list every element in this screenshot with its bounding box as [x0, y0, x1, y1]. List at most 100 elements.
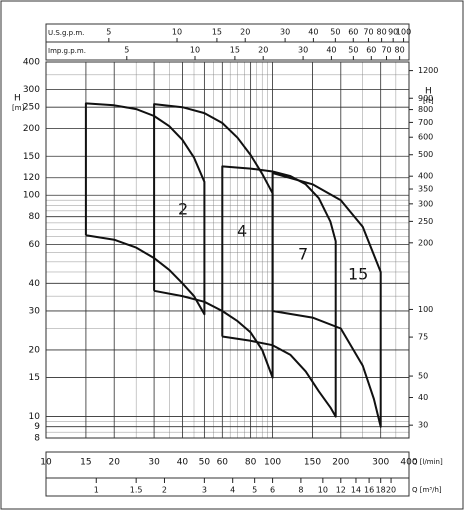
tick-label: 5 — [252, 486, 257, 495]
x-tick-label: 50 — [199, 458, 211, 468]
y2-label: H — [425, 87, 432, 97]
tick-label: 4 — [230, 486, 235, 495]
y-unit: [m] — [12, 104, 25, 112]
curve-label: 4 — [237, 222, 247, 241]
y-tick-label: 10 — [29, 412, 41, 422]
tick-label: 50 — [330, 28, 340, 37]
tick-label: 16 — [364, 486, 374, 495]
curve-label: 15 — [348, 265, 368, 284]
y2-tick-label: 50 — [418, 372, 428, 381]
y2-tick-label: 75 — [418, 333, 428, 342]
tick-label: 80 — [395, 46, 405, 55]
pump-curve — [221, 165, 337, 418]
y-label: H — [14, 94, 21, 104]
y-tick-label: 40 — [29, 279, 41, 289]
pump-curve — [153, 103, 274, 379]
tick-label: 20 — [386, 486, 396, 495]
tick-label: 2 — [162, 486, 167, 495]
y2-tick-label: 300 — [418, 199, 433, 208]
x-tick-label: 200 — [332, 458, 349, 468]
y-tick-label: 150 — [23, 152, 40, 162]
tick-label: 3 — [202, 486, 207, 495]
plot-area — [45, 61, 410, 439]
curve-label: 2 — [178, 200, 188, 219]
x-tick-label: 100 — [264, 458, 281, 468]
tick-label: 30 — [280, 28, 290, 37]
x-tick-label: 80 — [245, 458, 257, 468]
y-tick-label: 100 — [23, 191, 40, 201]
tick-label: 60 — [366, 46, 376, 55]
y2-unit: [ft] — [423, 97, 434, 105]
x-tick-label: 20 — [108, 458, 120, 468]
tick-label: 70 — [363, 28, 373, 37]
y-tick-label: 80 — [29, 212, 41, 222]
y-tick-label: 300 — [23, 85, 40, 95]
tick-label: 14 — [351, 486, 361, 495]
top-axis-2-label: Imp.g.p.m. — [48, 47, 86, 55]
x-tick-label: 150 — [304, 458, 321, 468]
x-tick-label: 10 — [40, 458, 52, 468]
tick-label: 70 — [381, 46, 391, 55]
y-tick-label: 20 — [29, 345, 41, 355]
y2-tick-label: 600 — [418, 133, 433, 142]
y-tick-label: 60 — [29, 240, 41, 250]
bottom-axis-box — [45, 451, 410, 497]
tick-label: 100 — [396, 28, 411, 37]
tick-label: 5 — [106, 28, 111, 37]
x-tick-label: 60 — [217, 458, 229, 468]
y2-tick-label: 1200 — [418, 66, 438, 75]
y2-tick-label: 900 — [418, 94, 433, 103]
x-tick-label: 30 — [148, 458, 160, 468]
y2-tick-label: 500 — [418, 150, 433, 159]
x-tick-label: 15 — [80, 458, 91, 468]
tick-label: 80 — [377, 28, 387, 37]
tick-label: 12 — [336, 486, 346, 495]
y-tick-label: 8 — [34, 434, 40, 444]
y2-tick-label: 800 — [418, 105, 433, 114]
y2-tick-label: 250 — [418, 217, 433, 226]
x2-label: Q [m³/h] — [412, 486, 442, 494]
tick-label: 40 — [326, 46, 336, 55]
tick-label: 10 — [172, 28, 182, 37]
top-axis-1-label: U.S.g.p.m. — [48, 29, 84, 37]
tick-label: 10 — [190, 46, 200, 55]
pump-curve — [271, 172, 382, 428]
tick-label: 5 — [124, 46, 129, 55]
y-tick-label: 200 — [23, 124, 40, 134]
tick-label: 6 — [270, 486, 275, 495]
curve-label: 7 — [298, 245, 308, 264]
x-tick-label: 40 — [177, 458, 189, 468]
tick-label: 60 — [348, 28, 358, 37]
y-tick-label: 120 — [23, 173, 40, 183]
y-tick-label: 15 — [29, 373, 40, 383]
tick-label: 10 — [318, 486, 328, 495]
y2-tick-label: 100 — [418, 305, 433, 314]
y2-tick-label: 350 — [418, 185, 433, 194]
tick-label: 1 — [94, 486, 99, 495]
tick-label: 20 — [240, 28, 250, 37]
x-label: Q [l/min] — [412, 458, 443, 466]
y-tick-label: 9 — [34, 422, 40, 432]
tick-label: 8 — [298, 486, 303, 495]
y-tick-label: 400 — [23, 58, 40, 68]
tick-label: 1.5 — [130, 486, 143, 495]
tick-label: 15 — [212, 28, 222, 37]
pump-curve — [84, 102, 206, 316]
x-tick-label: 300 — [372, 458, 389, 468]
y-tick-label: 250 — [23, 103, 40, 113]
y2-tick-label: 30 — [418, 421, 428, 430]
tick-label: 40 — [308, 28, 318, 37]
y2-tick-label: 700 — [418, 118, 433, 127]
y2-tick-label: 200 — [418, 238, 433, 247]
x-tick-label: 400 — [400, 458, 417, 468]
y-tick-label: 30 — [29, 306, 41, 316]
y2-tick-label: 40 — [418, 393, 428, 402]
tick-label: 90 — [388, 28, 398, 37]
tick-label: 30 — [298, 46, 308, 55]
tick-label: 18 — [376, 486, 386, 495]
tick-label: 20 — [258, 46, 268, 55]
tick-label: 50 — [348, 46, 358, 55]
y2-tick-label: 400 — [418, 172, 433, 181]
